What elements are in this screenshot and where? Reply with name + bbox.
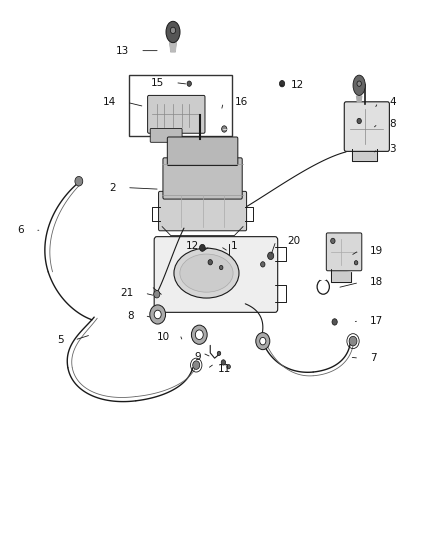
Circle shape [357,81,361,86]
Circle shape [187,81,191,86]
Text: 5: 5 [57,335,64,345]
Text: 12: 12 [291,80,304,90]
Text: 15: 15 [151,78,164,87]
Polygon shape [170,43,176,52]
Text: 11: 11 [218,364,231,374]
Circle shape [221,360,226,365]
Circle shape [195,330,203,340]
Text: 17: 17 [370,316,383,326]
Text: 20: 20 [287,236,300,246]
Text: 21: 21 [120,288,134,298]
Circle shape [200,244,205,251]
Text: 16: 16 [234,98,247,107]
Circle shape [279,80,285,87]
FancyBboxPatch shape [167,137,238,166]
Circle shape [354,261,358,265]
Circle shape [349,336,357,346]
FancyBboxPatch shape [326,233,362,271]
Circle shape [261,262,265,267]
Circle shape [260,337,266,345]
Text: 2: 2 [110,183,116,192]
Text: 6: 6 [18,225,24,235]
Text: 9: 9 [194,352,201,362]
Text: 19: 19 [370,246,383,255]
Ellipse shape [166,21,180,43]
FancyBboxPatch shape [163,158,242,199]
Circle shape [268,252,274,260]
Circle shape [219,265,223,270]
Circle shape [150,305,166,324]
Text: 14: 14 [103,98,116,107]
Text: 10: 10 [157,332,170,342]
FancyBboxPatch shape [150,128,182,142]
Text: 4: 4 [389,98,396,107]
Circle shape [217,351,221,356]
Circle shape [227,365,230,369]
Polygon shape [357,96,362,102]
Circle shape [170,27,176,34]
Text: 18: 18 [370,278,383,287]
FancyBboxPatch shape [344,102,389,151]
Text: 8: 8 [389,119,396,128]
Circle shape [331,238,335,244]
Circle shape [75,176,83,186]
Text: 12: 12 [186,241,199,251]
Circle shape [332,319,337,325]
Polygon shape [331,269,350,282]
Text: 1: 1 [231,241,238,251]
Circle shape [357,118,361,124]
FancyBboxPatch shape [159,191,247,231]
Circle shape [154,290,160,298]
Ellipse shape [353,75,365,95]
Text: 7: 7 [370,353,377,363]
Circle shape [222,126,227,132]
Circle shape [154,310,161,319]
Ellipse shape [174,248,239,298]
FancyBboxPatch shape [154,237,278,312]
FancyBboxPatch shape [148,95,205,133]
Text: 13: 13 [116,46,129,55]
Circle shape [256,333,270,350]
Text: 8: 8 [127,311,134,320]
Text: 3: 3 [389,144,396,154]
Circle shape [193,361,200,369]
Polygon shape [352,149,377,161]
Circle shape [317,279,329,294]
Ellipse shape [180,254,233,292]
Circle shape [208,260,212,265]
Circle shape [191,325,207,344]
Bar [129,75,232,136]
